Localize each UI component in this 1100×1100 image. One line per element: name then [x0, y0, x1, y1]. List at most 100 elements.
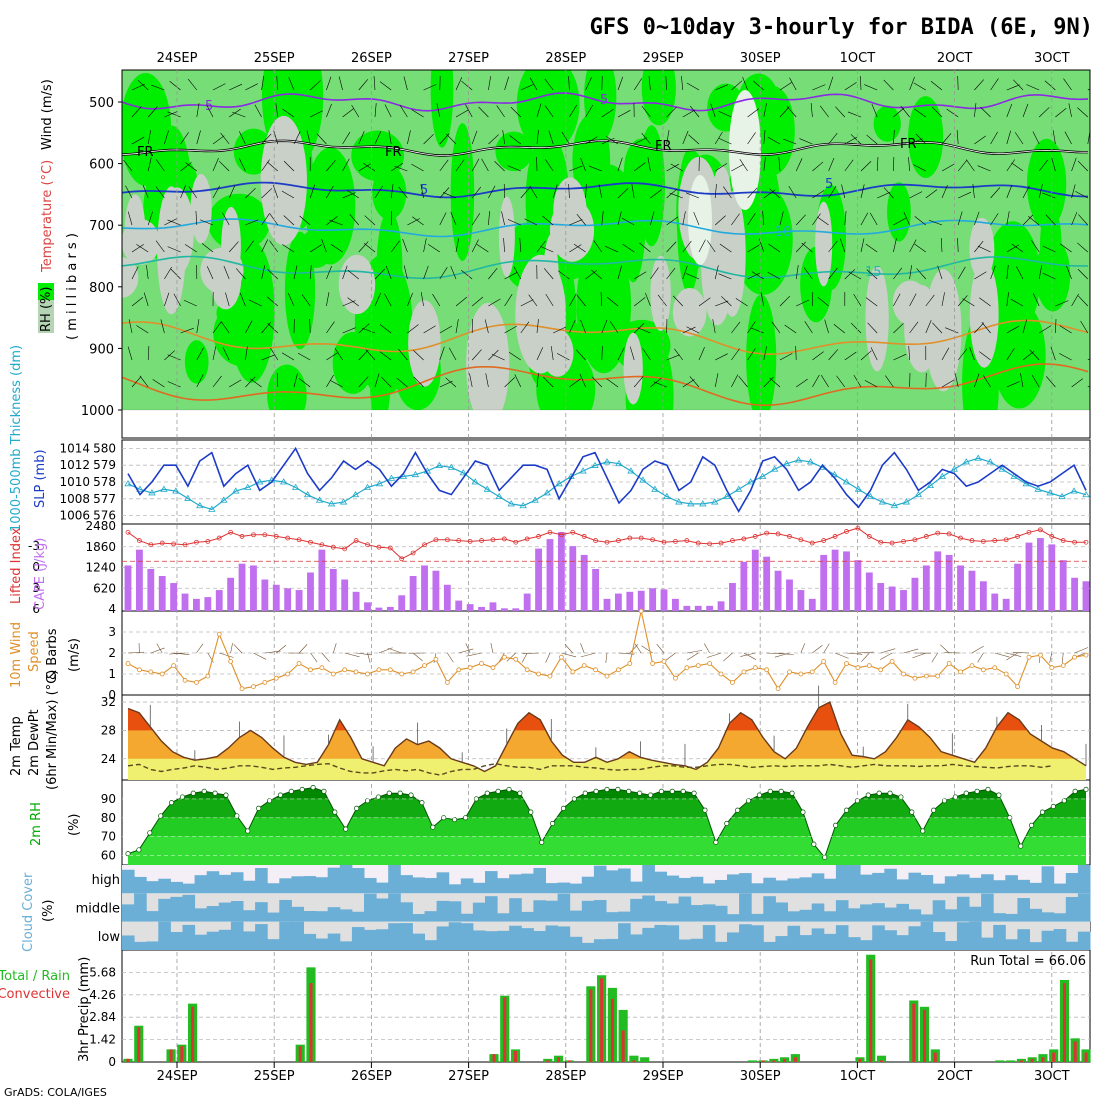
cloud-cover-bar — [1041, 930, 1055, 950]
upper-wind-barb — [501, 211, 505, 226]
upper-wind-barb — [1039, 325, 1052, 334]
cloud-cover-bar — [376, 882, 389, 894]
precip-convective-bar — [298, 1046, 302, 1062]
thickness-point — [842, 478, 851, 485]
upper-wind-barb — [763, 103, 767, 118]
upper-wind-barb — [293, 373, 298, 388]
rh-point — [179, 794, 185, 800]
cloud-cover-bar — [146, 941, 159, 950]
upper-wind-barb — [310, 110, 323, 118]
upper-wind-barb — [606, 296, 619, 307]
lifted-index-point — [125, 529, 131, 535]
upper-wind-barb — [329, 219, 343, 226]
cloud-cover-bar — [956, 922, 970, 950]
upper-wind-barb — [641, 105, 651, 118]
upper-wind-barb — [762, 211, 765, 226]
cape-tick-label: 1860 — [85, 540, 116, 554]
upper-wind-barb — [379, 81, 392, 91]
thickness-point — [447, 463, 456, 470]
upper-wind-barb — [529, 185, 538, 199]
surface-wind-barb — [743, 652, 757, 660]
lifted-index-point — [627, 535, 633, 541]
cloud-cover-bar — [158, 898, 171, 922]
cloud-cover-bar — [896, 903, 909, 922]
upper-wind-barb — [432, 293, 441, 307]
upper-wind-barb — [147, 346, 150, 361]
cloud-cover-bar — [569, 910, 583, 922]
cape-bar — [1082, 581, 1090, 611]
upper-wind-barb — [199, 219, 214, 226]
rh-point — [593, 788, 599, 794]
cloud-cover-bar — [944, 876, 958, 894]
precip-tick-label: 1.42 — [89, 1033, 116, 1047]
upper-wind-barb — [909, 265, 912, 280]
cloud-cover-bar — [630, 934, 643, 950]
cloud-cover-bar — [291, 876, 304, 894]
lifted-index-point — [296, 537, 302, 543]
cloud-cover-bar — [533, 867, 546, 894]
thickness-point — [184, 494, 192, 501]
thickness-point — [507, 500, 515, 507]
thickness-point — [208, 505, 216, 512]
rh-point — [168, 800, 175, 806]
rh-very-dry-region — [688, 175, 712, 265]
cloud-cover-bar — [509, 898, 522, 922]
surface-wind-barb — [1013, 652, 1029, 654]
precip-convective-bar — [1019, 1060, 1023, 1062]
lifted-index-point — [570, 529, 576, 535]
surface-wind-barb — [823, 643, 830, 654]
upper-wind-barb — [267, 269, 279, 280]
upper-wind-barb — [621, 217, 635, 226]
upper-wind-barb — [893, 238, 897, 253]
upper-wind-barb — [351, 104, 360, 118]
surface-wind-barb — [846, 652, 863, 655]
wind-speed-point — [467, 665, 473, 671]
upper-wind-barb — [1031, 240, 1040, 253]
cloud-cover-bar — [170, 896, 183, 922]
surface-wind-barb — [812, 645, 823, 654]
lifted-index-point — [866, 534, 872, 539]
cloud-cover-bar — [630, 898, 643, 922]
cape-bar — [934, 551, 942, 611]
upper-wind-barb — [229, 379, 242, 388]
lifted-index-point — [342, 546, 348, 552]
wind-speed-point — [673, 675, 678, 681]
upper-wind-barb — [598, 184, 603, 199]
upper-wind-barb — [591, 376, 603, 388]
surface-wind-barb — [127, 651, 144, 654]
upper-wind-barb — [342, 108, 354, 118]
rh-point — [234, 813, 240, 819]
upper-wind-barb — [916, 268, 927, 280]
upper-wind-barb — [647, 157, 651, 172]
rh-point — [647, 792, 654, 798]
rh-point — [190, 790, 196, 796]
cloud-cover-bar — [267, 883, 280, 894]
upper-wind-barb — [928, 219, 943, 226]
upper-wind-barb — [342, 131, 351, 145]
thickness-point — [890, 501, 899, 509]
upper-wind-barb — [631, 184, 635, 199]
upper-wind-barb — [471, 158, 480, 172]
cloud-cover-bar — [981, 937, 994, 950]
li-tick-label: 6 — [32, 602, 40, 616]
thickness-point — [579, 467, 587, 474]
upper-wind-barb — [1006, 159, 1016, 172]
upper-wind-barb — [1031, 374, 1040, 388]
cape-bar — [557, 532, 565, 611]
rh-point — [778, 788, 784, 794]
rh-point — [898, 794, 904, 800]
rh-point — [125, 851, 131, 857]
upper-wind-barb — [164, 130, 169, 145]
upper-wind-barb — [1078, 214, 1089, 226]
upper-wind-barb — [812, 161, 824, 172]
upper-wind-barb — [657, 294, 667, 307]
thickness-point — [986, 458, 994, 465]
cloud-cover-bar — [606, 870, 619, 894]
upper-wind-barb — [666, 354, 680, 361]
lifted-index-point — [308, 539, 313, 545]
cape-bar — [865, 572, 873, 611]
cape-bar — [386, 606, 394, 611]
upper-wind-barb — [550, 346, 554, 361]
upper-wind-barb — [524, 218, 538, 226]
